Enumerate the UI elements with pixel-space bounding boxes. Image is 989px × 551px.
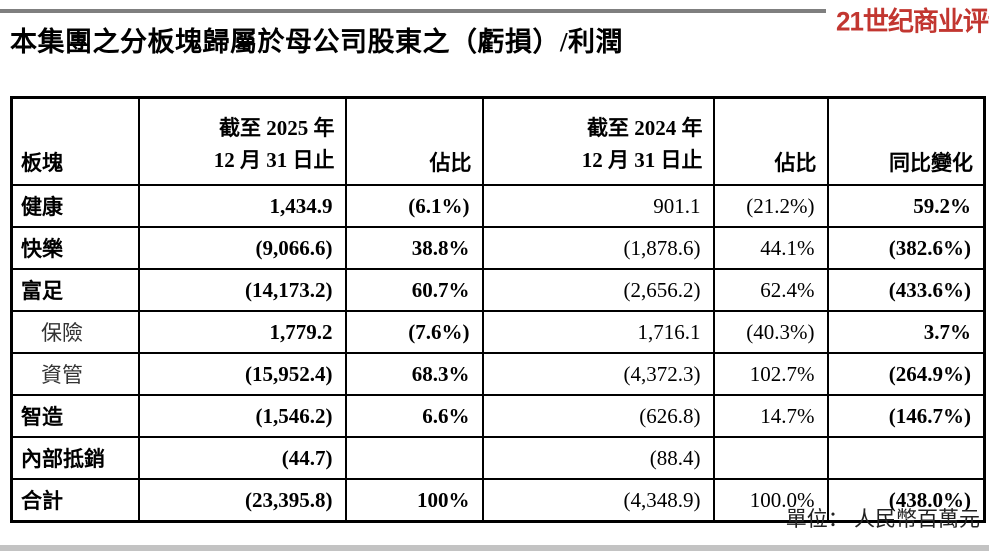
header-segment: 板塊 <box>10 96 140 186</box>
segment-name: 內部抵銷 <box>10 436 140 480</box>
share-2024: 44.1% <box>712 226 829 270</box>
segment-profit-table: 板塊 截至 2025 年 12 月 31 日止 佔比 截至 2024 年 12 … <box>10 96 986 523</box>
share-2025: 6.6% <box>344 394 484 438</box>
value-2024: 1,716.1 <box>481 310 715 354</box>
value-2025: (44.7) <box>137 436 347 480</box>
share-2024: (40.3%) <box>712 310 829 354</box>
share-2024: 62.4% <box>712 268 829 312</box>
unit-note: 單位： 人民幣百萬元 <box>785 507 980 531</box>
yoy-change: (264.9%) <box>826 352 986 396</box>
segment-name: 富足 <box>10 268 140 312</box>
page-title: 本集團之分板塊歸屬於母公司股東之（虧損）/利潤 <box>10 27 624 57</box>
table-row-prosperity: 富足 (14,173.2) 60.7% (2,656.2) 62.4% (433… <box>10 268 986 312</box>
bottom-divider <box>0 545 989 551</box>
share-2024: (21.2%) <box>712 184 829 228</box>
segment-name: 資管 <box>10 352 140 396</box>
value-2024: (4,348.9) <box>481 478 715 523</box>
header-period-2024-line2: 12 月 31 日止 <box>581 148 703 173</box>
table-row-elimination: 內部抵銷 (44.7) (88.4) <box>10 436 986 480</box>
share-2024: 102.7% <box>712 352 829 396</box>
value-2025: (23,395.8) <box>137 478 347 523</box>
yoy-change: (438.0%) <box>826 478 986 523</box>
share-2025: 38.8% <box>344 226 484 270</box>
share-2024: 100.0% <box>712 478 829 523</box>
value-2025: 1,434.9 <box>137 184 347 228</box>
header-share-2024: 佔比 <box>712 96 829 186</box>
value-2024: (4,372.3) <box>481 352 715 396</box>
share-2025: 60.7% <box>344 268 484 312</box>
segment-name: 快樂 <box>10 226 140 270</box>
table-header-row: 板塊 截至 2025 年 12 月 31 日止 佔比 截至 2024 年 12 … <box>10 96 986 186</box>
segment-name: 智造 <box>10 394 140 438</box>
value-2025: 1,779.2 <box>137 310 347 354</box>
value-2024: (2,656.2) <box>481 268 715 312</box>
yoy-change: (382.6%) <box>826 226 986 270</box>
share-2024 <box>712 436 829 480</box>
table-row-total: 合計 (23,395.8) 100% (4,348.9) 100.0% (438… <box>10 478 986 523</box>
table-row-asset-mgmt-sub: 資管 (15,952.4) 68.3% (4,372.3) 102.7% (26… <box>10 352 986 396</box>
table-row-health: 健康 1,434.9 (6.1%) 901.1 (21.2%) 59.2% <box>10 184 986 228</box>
table-row-insurance-sub: 保險 1,779.2 (7.6%) 1,716.1 (40.3%) 3.7% <box>10 310 986 354</box>
value-2024: 901.1 <box>481 184 715 228</box>
yoy-change: 59.2% <box>826 184 986 228</box>
brand-logo: 21世纪商业评论 <box>836 6 989 37</box>
value-2025: (1,546.2) <box>137 394 347 438</box>
share-2025: 68.3% <box>344 352 484 396</box>
share-2024: 14.7% <box>712 394 829 438</box>
value-2025: (14,173.2) <box>137 268 347 312</box>
header-period-2024: 截至 2024 年 12 月 31 日止 <box>481 96 715 186</box>
yoy-change: (146.7%) <box>826 394 986 438</box>
header-period-2025-line1: 截至 2025 年 <box>219 115 335 140</box>
header-period-2025-line2: 12 月 31 日止 <box>213 148 335 173</box>
yoy-change: 3.7% <box>826 310 986 354</box>
share-2025: (7.6%) <box>344 310 484 354</box>
value-2025: (15,952.4) <box>137 352 347 396</box>
value-2024: (88.4) <box>481 436 715 480</box>
yoy-change <box>826 436 986 480</box>
table-row-happiness: 快樂 (9,066.6) 38.8% (1,878.6) 44.1% (382.… <box>10 226 986 270</box>
header-share-2025: 佔比 <box>344 96 484 186</box>
header-rule <box>0 9 826 13</box>
segment-name: 健康 <box>10 184 140 228</box>
segment-name: 合計 <box>10 478 140 523</box>
value-2025: (9,066.6) <box>137 226 347 270</box>
header-yoy: 同比變化 <box>826 96 986 186</box>
share-2025: 100% <box>344 478 484 523</box>
table-row-manufacturing: 智造 (1,546.2) 6.6% (626.8) 14.7% (146.7%) <box>10 394 986 438</box>
header-period-2025: 截至 2025 年 12 月 31 日止 <box>137 96 347 186</box>
yoy-change: (433.6%) <box>826 268 986 312</box>
value-2024: (626.8) <box>481 394 715 438</box>
share-2025 <box>344 436 484 480</box>
segment-name: 保險 <box>10 310 140 354</box>
share-2025: (6.1%) <box>344 184 484 228</box>
header-period-2024-line1: 截至 2024 年 <box>587 115 703 140</box>
value-2024: (1,878.6) <box>481 226 715 270</box>
